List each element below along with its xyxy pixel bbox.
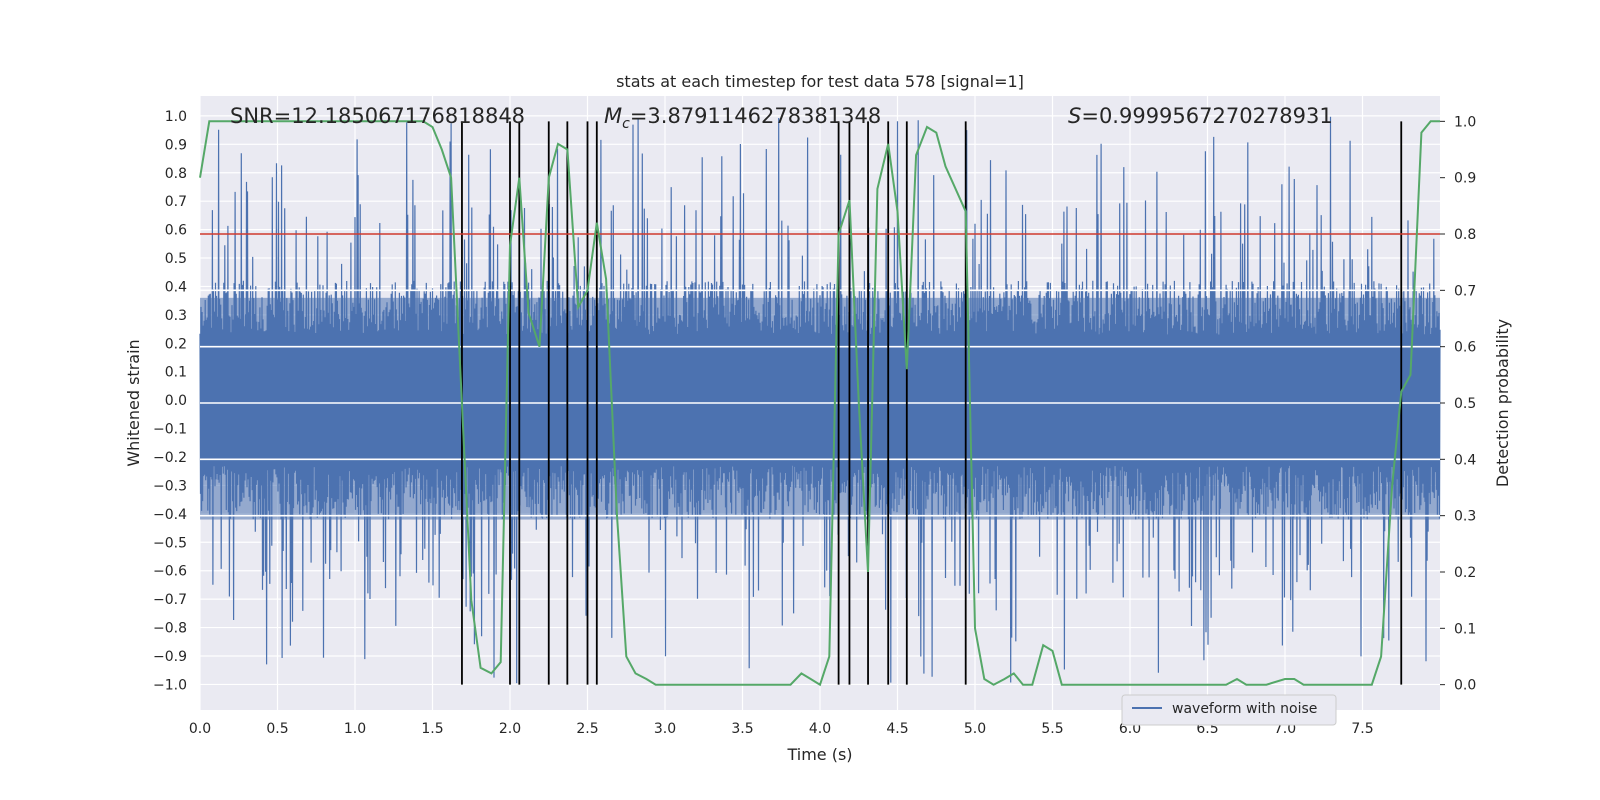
y-right-axis-label: Detection probability [1493, 319, 1512, 487]
y-right-tick-label: 0.9 [1454, 171, 1476, 187]
chirp-mass-subscript: c [622, 116, 630, 132]
y-right-tick-label: 0.6 [1454, 340, 1476, 356]
legend-box [1121, 694, 1337, 726]
x-tick-label: 0.5 [266, 721, 288, 737]
y-right-tick-label: 0.8 [1454, 227, 1476, 243]
snr-annotation: SNR=12.185067176818848 [230, 104, 525, 128]
chart-title: stats at each timestep for test data 578… [616, 72, 1024, 91]
chirp-mass-annotation: Mc=3.8791146278381348 [604, 104, 881, 132]
x-tick-label: 2.0 [499, 721, 521, 737]
score-symbol: S [1068, 104, 1081, 128]
y-tick-label: −0.5 [153, 535, 187, 551]
y-tick-label: 0.5 [165, 251, 187, 267]
y-tick-label: 0.6 [165, 223, 187, 239]
y-tick-label: 0.1 [165, 365, 187, 381]
y-tick-label: 0.2 [165, 336, 187, 352]
y-tick-label: −0.1 [153, 422, 187, 438]
score-value: =0.9999567270278931 [1081, 104, 1332, 128]
legend: waveform with noise [1121, 694, 1337, 726]
chirp-mass-symbol: M [604, 104, 622, 128]
y-right-tick-label: 0.3 [1454, 509, 1476, 525]
y-tick-label: 0.7 [165, 194, 187, 210]
x-tick-label: 5.0 [964, 721, 986, 737]
x-axis-label: Time (s) [786, 745, 852, 764]
y-tick-label: 0.8 [165, 166, 187, 182]
x-tick-label: 4.0 [809, 721, 831, 737]
y-tick-label: −0.8 [153, 621, 187, 637]
y-right-tick-label: 0.0 [1454, 678, 1476, 694]
score-annotation: S=0.9999567270278931 [1068, 104, 1333, 128]
y-tick-label: −0.6 [153, 564, 187, 580]
x-tick-label: 5.5 [1041, 721, 1063, 737]
x-tick-label: 4.5 [886, 721, 908, 737]
detection-probability-series [199, 120, 1440, 687]
detection-probability-line [199, 120, 1440, 687]
y-tick-label: 0.0 [165, 393, 187, 409]
waveform-series [199, 116, 1441, 684]
x-tick-label: 1.5 [421, 721, 443, 737]
y-right-tick-label: 0.7 [1454, 283, 1476, 299]
y-tick-label: 1.0 [165, 109, 187, 125]
y-tick-label: −1.0 [153, 677, 187, 693]
y-tick-label: −0.7 [153, 592, 187, 608]
y-tick-label: 0.4 [165, 279, 187, 295]
y-right-tick-label: 0.2 [1454, 565, 1476, 581]
x-tick-label: 7.5 [1351, 721, 1373, 737]
white-reference-lines [200, 289, 1440, 517]
y-right-axis-ticks: 1.0 0.9 0.8 0.7 0.6 0.5 0.4 0.3 0.2 0.1 0.0 [1440, 114, 1476, 694]
y-tick-label: −0.9 [153, 649, 187, 665]
y-tick-label: −0.4 [153, 507, 187, 523]
y-right-tick-label: 1.0 [1454, 114, 1476, 130]
x-tick-label: 1.0 [344, 721, 366, 737]
x-tick-label: 2.5 [576, 721, 598, 737]
y-right-tick-label: 0.1 [1454, 621, 1476, 637]
y-tick-label: 0.9 [165, 137, 187, 153]
legend-label: waveform with noise [1172, 701, 1317, 717]
y-axis-label: Whitened strain [124, 339, 143, 466]
y-right-tick-label: 0.5 [1454, 396, 1476, 412]
chirp-mass-value: =3.8791146278381348 [630, 104, 881, 128]
waveform-band [200, 297, 1440, 520]
y-tick-label: −0.2 [153, 450, 187, 466]
y-tick-label: 0.3 [165, 308, 187, 324]
x-tick-label: 0.0 [189, 721, 211, 737]
x-tick-label: 3.5 [731, 721, 753, 737]
y-tick-label: −0.3 [153, 478, 187, 494]
x-tick-label: 3.0 [654, 721, 676, 737]
y-right-tick-label: 0.4 [1454, 452, 1476, 468]
y-axis-ticks: 1.0 0.9 0.8 0.7 0.6 0.5 0.4 0.3 0.2 0.1 0.0 −0.1 −0.… [153, 109, 187, 694]
